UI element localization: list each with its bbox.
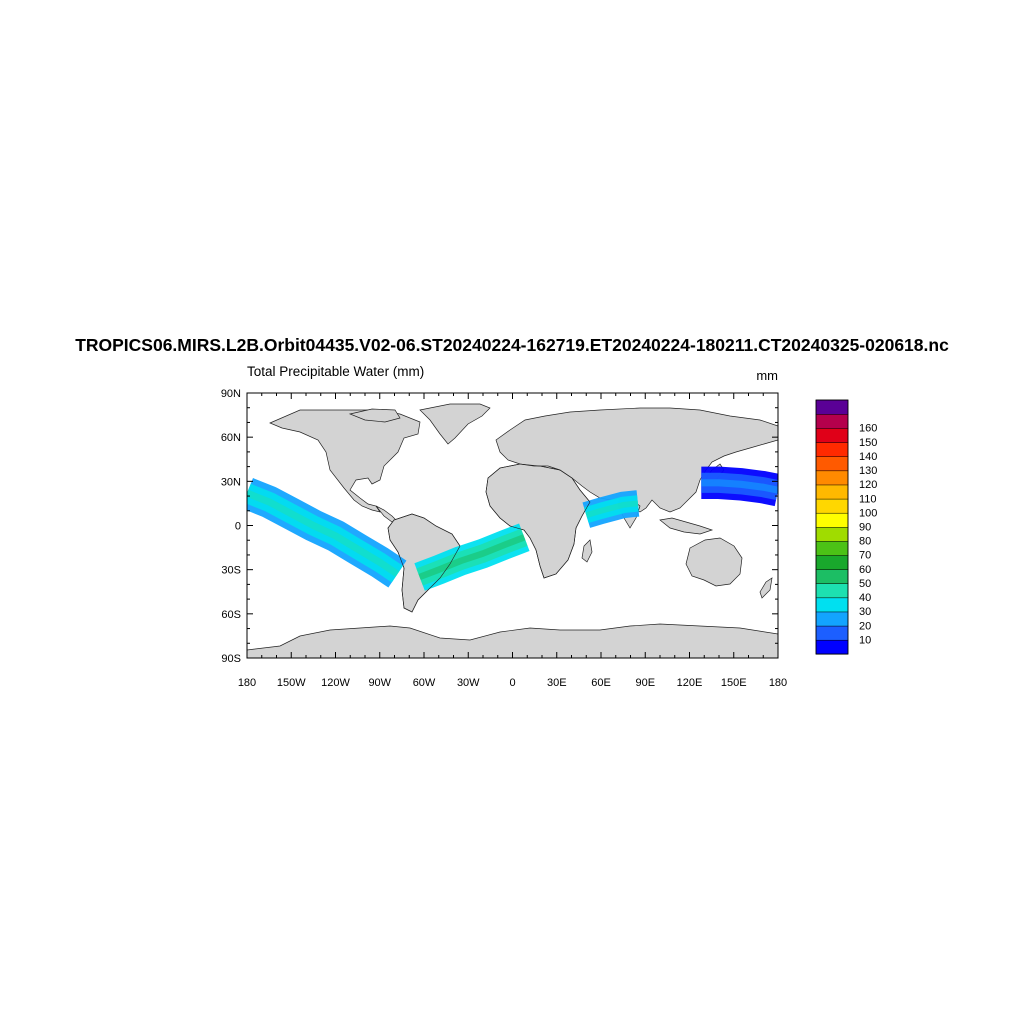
y-tick-label: 90N	[221, 388, 241, 400]
colorbar-label: 20	[859, 620, 871, 632]
arctic-islands	[348, 408, 401, 423]
colorbar-label: 120	[859, 479, 877, 491]
axis-ticks	[246, 392, 779, 659]
coastline-overlay	[387, 463, 591, 613]
colorbar: 160 150 140 130 120 110 100 90 80 70 60 50 40 30 20 10	[815, 399, 877, 655]
australia	[685, 537, 743, 587]
swath-indian-ocean	[582, 490, 640, 528]
antarctica	[247, 623, 778, 658]
colorbar-box	[815, 625, 849, 641]
x-tick-label: 60E	[591, 677, 611, 689]
x-tick-label: 60W	[413, 677, 436, 689]
axis-tick-labels: 90N 60N 30N 0 30S 60S 90S 180 150W 120W 90W 60W 30W 0…	[221, 388, 787, 689]
colorbar-label: 10	[859, 634, 871, 646]
colorbar-label: 40	[859, 592, 871, 604]
colorbar-label: 90	[859, 522, 871, 534]
colorbar-box	[815, 413, 849, 429]
y-tick-label: 60S	[221, 609, 241, 621]
colorbar-label: 140	[859, 451, 877, 463]
colorbar-label: 60	[859, 564, 871, 576]
colorbar-box	[815, 399, 849, 415]
swath-west-pacific	[701, 466, 778, 507]
colorbar-box	[815, 470, 849, 486]
figure-subtitle: Total Precipitable Water (mm)	[247, 364, 425, 379]
colorbar-label: 50	[859, 578, 871, 590]
y-tick-label: 90S	[221, 653, 241, 665]
colorbar-box	[815, 427, 849, 443]
x-tick-label: 180	[238, 677, 256, 689]
colorbar-box	[815, 569, 849, 584]
units-label: mm	[756, 368, 778, 383]
colorbar-label: 80	[859, 536, 871, 548]
y-tick-label: 0	[235, 521, 241, 533]
colorbar-label: 70	[859, 550, 871, 562]
colorbar-label: 160	[859, 423, 877, 435]
swath-east-pacific	[247, 478, 407, 588]
colorbar-box	[815, 512, 849, 528]
swath-layer	[247, 466, 778, 591]
colorbar-box	[815, 540, 849, 556]
greenland	[419, 403, 491, 445]
colorbar-label: 100	[859, 507, 877, 519]
colorbar-box	[815, 611, 849, 627]
colorbar-label: 150	[859, 437, 877, 449]
colorbar-label: 110	[859, 493, 877, 505]
land-layer	[247, 403, 778, 658]
colorbar-box	[815, 442, 849, 457]
maritime-continent	[659, 517, 714, 535]
x-tick-label: 90E	[635, 677, 655, 689]
colorbar-frame	[815, 399, 849, 655]
colorbar-box	[815, 484, 849, 500]
x-tick-label: 30W	[457, 677, 480, 689]
colorbar-label: 130	[859, 465, 877, 477]
north-america	[269, 409, 421, 513]
colorbar-box	[815, 583, 849, 599]
colorbar-label: 30	[859, 606, 871, 618]
x-tick-label: 30E	[547, 677, 567, 689]
x-tick-label: 150E	[721, 677, 747, 689]
colorbar-box	[815, 639, 849, 655]
swath-south-atlantic	[414, 523, 530, 591]
colorbar-box	[815, 456, 849, 472]
x-tick-label: 180	[769, 677, 787, 689]
figure-title: TROPICS06.MIRS.L2B.Orbit04435.V02-06.ST2…	[75, 335, 949, 355]
x-tick-label: 90W	[368, 677, 391, 689]
madagascar	[581, 539, 593, 563]
colorbar-box	[815, 597, 849, 613]
x-tick-label: 0	[509, 677, 515, 689]
y-tick-label: 60N	[221, 432, 241, 444]
y-tick-label: 30N	[221, 476, 241, 488]
y-tick-label: 30S	[221, 565, 241, 577]
colorbar-box	[815, 526, 849, 542]
colorbar-box	[815, 554, 849, 570]
x-tick-label: 150W	[277, 677, 306, 689]
x-tick-label: 120E	[677, 677, 703, 689]
colorbar-box	[815, 498, 849, 514]
new-zealand	[759, 577, 773, 599]
x-tick-label: 120W	[321, 677, 350, 689]
